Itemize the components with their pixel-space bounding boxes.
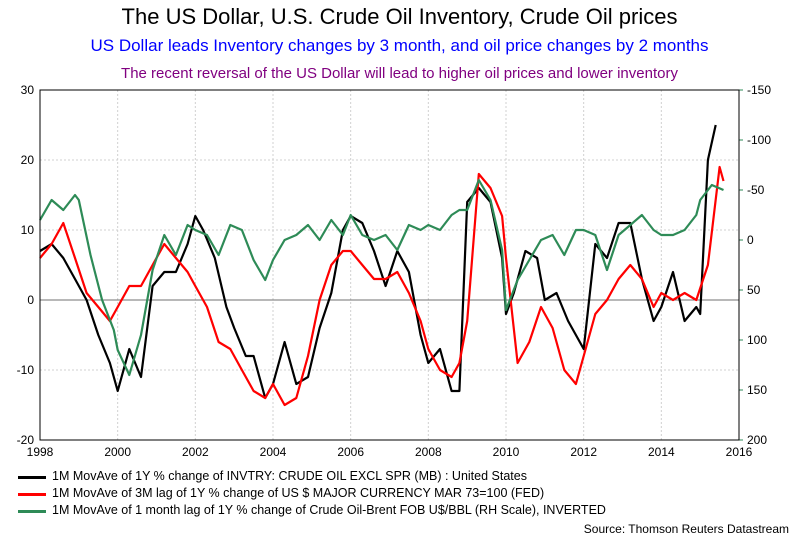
y-right-tick-label: 200 [747,433,767,447]
y-left-tick-label: -20 [17,433,35,447]
legend-label-inventory: 1M MovAve of 1Y % change of INVTRY: CRUD… [52,469,527,483]
series-line-oil [39,178,724,377]
y-right-tick-label: -150 [747,83,771,97]
chart-subtitle: US Dollar leads Inventory changes by 3 m… [90,36,709,55]
legend-item-oil: 1M MovAve of 1 month lag of 1Y % change … [8,502,788,519]
series-line-inventory [39,124,717,400]
y-left-tick-label: 20 [21,153,35,167]
x-tick-label: 2006 [337,445,364,459]
x-tick-label: 2014 [648,445,675,459]
legend: 1M MovAve of 1Y % change of INVTRY: CRUD… [8,468,788,519]
x-tick-label: 2004 [260,445,287,459]
x-tick-label: 2000 [104,445,131,459]
legend-swatch-inventory [18,476,46,479]
x-tick-label: 2002 [182,445,209,459]
y-right-tick-label: 150 [747,383,767,397]
x-tick-label: 2016 [726,445,753,459]
source-note: Source: Thomson Reuters Datastream [583,522,789,536]
plot-frame [39,89,740,441]
y-right-tick-label: 50 [747,283,761,297]
y-right-tick-label: -100 [747,133,771,147]
y-left-tick-label: 0 [27,293,34,307]
y-right-tick-label: 0 [747,233,754,247]
x-tick-label: 2010 [493,445,520,459]
legend-item-inventory: 1M MovAve of 1Y % change of INVTRY: CRUD… [8,468,788,485]
legend-item-dollar: 1M MovAve of 3M lag of 1Y % change of US… [8,485,788,502]
x-tick-label: 2012 [570,445,597,459]
chart-subtitle-secondary: The recent reversal of the US Dollar wil… [121,65,678,82]
y-left-tick-label: -10 [17,363,35,377]
x-tick-label: 1998 [27,445,54,459]
y-left-tick-label: 30 [21,83,35,97]
legend-swatch-oil [18,510,46,513]
chart-title: The US Dollar, U.S. Crude Oil Inventory,… [121,4,678,29]
legend-label-oil: 1M MovAve of 1 month lag of 1Y % change … [52,503,606,517]
legend-label-dollar: 1M MovAve of 3M lag of 1Y % change of US… [52,486,545,500]
y-right-tick-label: 100 [747,333,767,347]
legend-swatch-dollar [18,493,46,496]
y-right-tick-label: -50 [747,183,765,197]
x-tick-label: 2008 [415,445,442,459]
y-left-tick-label: 10 [21,223,35,237]
